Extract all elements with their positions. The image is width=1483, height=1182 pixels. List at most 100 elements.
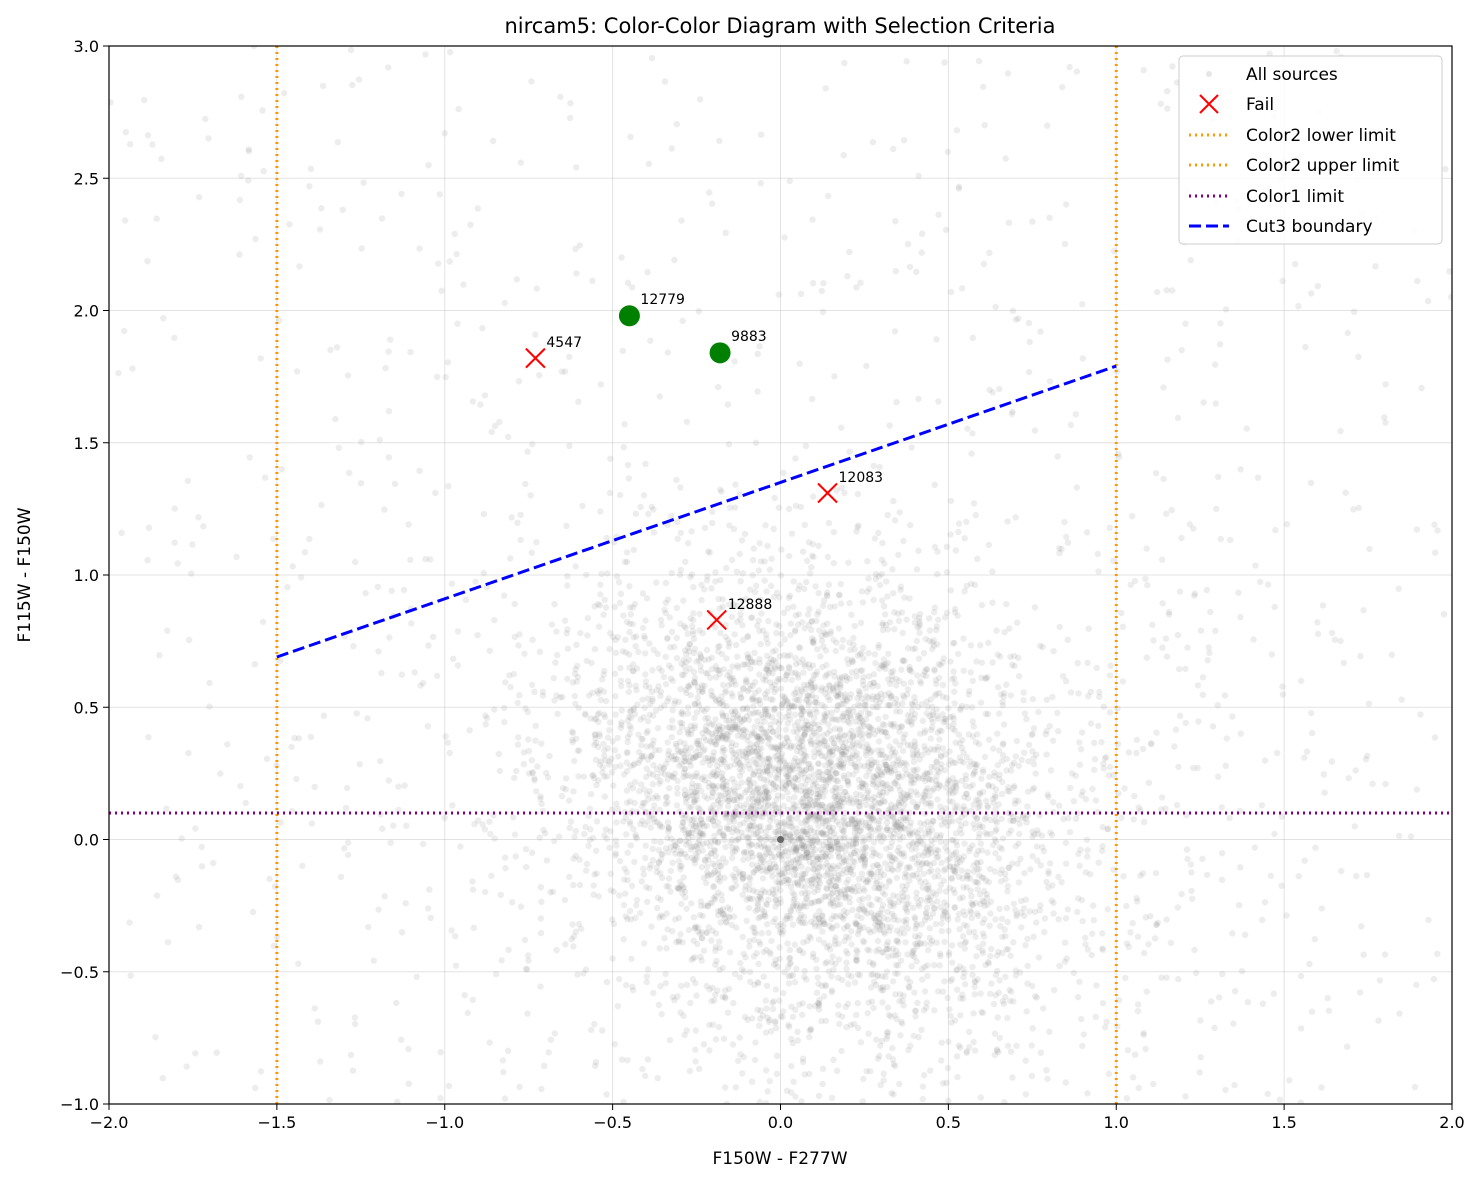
background-source-point [885,1011,893,1019]
background-source-point [1025,368,1033,376]
background-source-point [939,659,946,666]
background-source-point [159,1074,167,1082]
background-source-point [740,874,747,881]
background-source-point [1056,962,1063,970]
background-source-point [836,791,843,798]
background-source-point [855,905,863,913]
background-source-point [825,192,832,200]
background-source-point [667,835,675,842]
background-source-point [704,714,711,721]
background-source-point [1011,652,1018,660]
background-source-point [642,1072,649,1080]
background-source-point [145,524,153,531]
background-source-point [904,686,912,693]
background-source-point [870,849,878,856]
background-source-point [785,663,793,671]
background-source-point [878,556,886,563]
background-source-point [385,408,393,415]
background-source-point [699,912,706,920]
background-source-point [869,814,876,821]
background-source-point [622,636,629,643]
background-source-point [1101,1024,1109,1031]
background-source-point [1418,384,1425,392]
background-source-point [683,744,690,751]
background-source-point [794,843,801,851]
background-source-point [867,749,874,756]
background-source-point [1121,785,1128,792]
background-source-point [913,920,920,928]
background-source-point [810,753,818,761]
background-source-point [750,744,758,751]
background-source-point [868,998,876,1005]
background-source-point [626,730,633,738]
background-source-point [1123,1095,1131,1102]
background-source-point [884,826,891,833]
background-source-point [955,731,962,738]
background-source-point [800,752,807,759]
background-source-point [772,885,780,893]
background-source-point [917,819,924,827]
background-source-point [970,723,977,730]
background-source-point [891,699,899,707]
background-source-point [911,619,919,626]
background-source-point [1159,600,1166,607]
background-source-point [931,1007,938,1014]
background-source-point [785,815,793,822]
background-source-point [564,645,572,652]
background-source-point [958,702,966,710]
background-source-point [1276,1096,1284,1103]
background-source-point [1360,951,1367,958]
background-source-point [672,916,679,923]
background-source-point [796,766,803,774]
background-source-point [742,595,750,603]
background-source-point [703,929,710,936]
background-source-point [696,824,703,832]
background-source-point [1007,817,1014,824]
background-source-point [1099,946,1107,953]
background-source-point [748,801,756,809]
background-source-point [999,998,1006,1005]
background-source-point [925,615,933,622]
background-source-point [935,853,942,860]
background-source-point [761,558,768,565]
background-source-point [742,801,750,808]
background-source-point [735,835,742,842]
background-source-point [786,831,793,838]
background-source-point [802,818,809,825]
background-source-point [586,805,594,812]
background-source-point [677,719,684,726]
background-source-point [430,633,437,640]
background-source-point [454,320,461,327]
background-source-point [771,707,778,714]
background-source-point [937,831,945,839]
background-source-point [625,688,633,696]
background-source-point [798,686,805,693]
background-source-point [1192,969,1200,977]
background-source-point [1231,1081,1238,1089]
background-source-point [978,601,986,609]
background-source-point [627,842,634,849]
background-source-point [574,662,581,670]
background-source-point [1082,869,1090,876]
background-source-point [915,858,922,866]
background-source-point [1325,1007,1333,1014]
background-source-point [988,945,995,953]
background-source-point [881,721,888,729]
background-source-point [804,841,812,848]
background-source-point [1142,1045,1149,1053]
background-source-point [788,1003,795,1010]
background-source-point [853,667,860,675]
background-source-point [574,673,582,681]
background-source-point [1199,691,1207,698]
background-source-point [798,737,805,744]
background-source-point [1064,636,1071,643]
background-source-point [575,773,582,780]
background-source-point [1134,933,1142,940]
background-source-point [1131,1051,1139,1058]
background-source-point [911,711,919,718]
background-source-point [863,362,870,370]
background-source-point [606,645,613,653]
background-source-point [1030,725,1038,732]
background-source-point [1197,1054,1204,1061]
background-source-point [865,835,873,843]
